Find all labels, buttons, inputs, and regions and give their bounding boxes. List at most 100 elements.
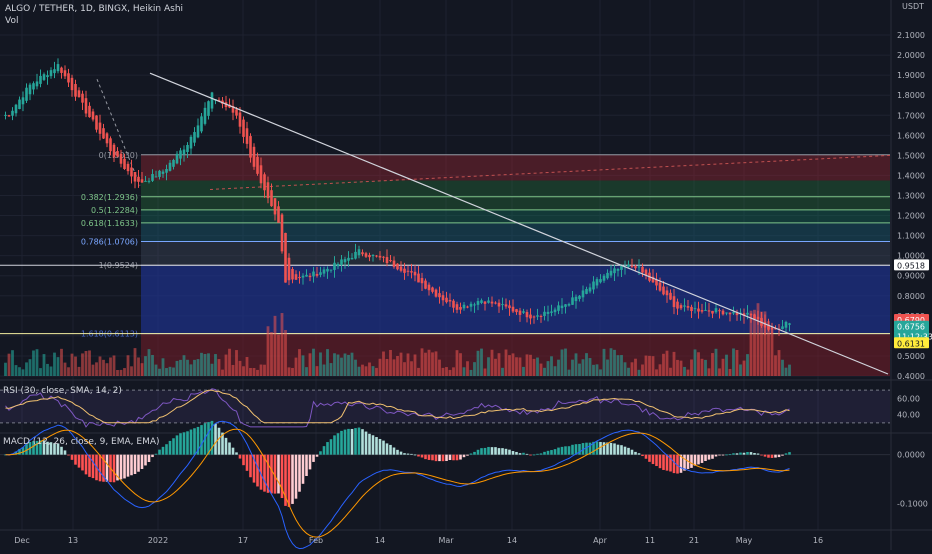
volume-bar-220: [770, 328, 774, 376]
volume-bar-202: [707, 368, 711, 376]
volume-bar-208: [728, 368, 732, 376]
x-tick-9: 11: [645, 536, 655, 545]
macd-hist-147: [515, 451, 518, 455]
macd-hist-218: [763, 454, 767, 457]
candle-body-108: [378, 255, 382, 258]
candle-body-152: [532, 316, 536, 318]
volume-bar-135: [473, 362, 476, 376]
macd-hist-192: [672, 454, 676, 474]
macd-hist-25: [88, 454, 91, 477]
candle-body-186: [651, 276, 655, 283]
macd-hist-171: [599, 441, 602, 455]
macd-hist-203: [711, 454, 714, 459]
macd-hist-24: [84, 454, 88, 475]
volume-bar-37: [130, 366, 133, 376]
volume-bar-133: [466, 361, 469, 376]
volume-bar-56: [196, 359, 200, 376]
macd-hist-100: [350, 428, 354, 455]
candle-body-209: [732, 312, 735, 314]
price-tick-2: 1.9000: [897, 71, 925, 80]
macd-label[interactable]: MACD (12, 26, close, 9, EMA, EMA): [3, 437, 160, 447]
volume-bar-38: [133, 348, 137, 376]
volume-bar-94: [329, 363, 333, 376]
candle-body-137: [480, 300, 483, 303]
candle-body-117: [410, 271, 413, 273]
candle-body-96: [336, 263, 340, 267]
volume-bar-15: [53, 352, 56, 376]
volume-bar-61: [214, 354, 217, 376]
volume-bar-127: [445, 367, 448, 376]
candle-body-147: [515, 309, 518, 313]
price-tag-open: 0.6790: [897, 316, 925, 325]
symbol-title[interactable]: ALGO / TETHER, 1D, BINGX, Heikin Ashi: [5, 4, 184, 14]
macd-hist-18: [63, 450, 67, 455]
volume-bar-158: [553, 366, 557, 376]
macd-hist-28: [98, 454, 102, 482]
macd-hist-7: [25, 444, 28, 455]
volume-bar-76: [266, 326, 270, 376]
candle-body-130: [455, 304, 459, 310]
volume-bar-187: [655, 369, 658, 376]
macd-hist-66: [231, 447, 235, 455]
macd-hist-130: [455, 454, 459, 461]
macd-hist-112: [392, 447, 396, 455]
volume-bar-149: [522, 366, 525, 376]
candle-body-39: [137, 176, 140, 182]
candle-body-159: [557, 305, 560, 311]
candle-body-189: [662, 286, 665, 295]
candle-body-151: [529, 314, 532, 319]
candles: [4, 58, 791, 336]
candle-body-146: [511, 306, 515, 312]
macd-hist-142: [497, 448, 501, 455]
candle-body-79: [277, 206, 280, 223]
candle-body-155: [543, 311, 546, 317]
candle-body-164: [574, 296, 578, 302]
candle-body-100: [350, 257, 354, 260]
volume-bar-120: [420, 348, 424, 376]
volume-bar-203: [711, 353, 714, 376]
volume-bar-117: [410, 361, 413, 376]
rsi-tick-0: 60.00: [897, 394, 920, 403]
macd-hist-190: [665, 454, 669, 471]
volume-bar-8: [28, 359, 32, 376]
macd-hist-187: [655, 454, 658, 467]
macd-hist-37: [130, 454, 133, 476]
volume-bar-205: [718, 368, 721, 376]
candle-body-177: [620, 264, 623, 270]
volume-bar-57: [200, 352, 203, 376]
macd-hist-113: [396, 449, 399, 455]
macd-hist-92: [322, 446, 326, 455]
volume-bar-46: [161, 358, 165, 376]
candle-body-88: [308, 275, 312, 278]
macd-hist-10: [35, 440, 39, 455]
volume-bar-27: [95, 362, 98, 376]
candle-body-24: [84, 98, 88, 114]
price-tick-0: 2.1000: [897, 31, 925, 40]
macd-hist-34: [119, 454, 123, 480]
macd-hist-215: [753, 453, 756, 455]
macd-hist-61: [214, 423, 217, 455]
candle-body-107: [375, 255, 378, 257]
macd-hist-201: [704, 454, 707, 461]
macd-hist-202: [707, 454, 711, 460]
fib-anchor-1: [96, 78, 141, 186]
candle-body-140: [490, 301, 494, 304]
rsi-label[interactable]: RSI (30, close, SMA, 14, 2): [3, 386, 122, 396]
macd-hist-160: [560, 446, 564, 455]
candle-body-191: [669, 292, 672, 300]
candle-body-192: [672, 296, 676, 308]
candle-body-139: [487, 300, 490, 303]
volume-bar-7: [25, 362, 28, 376]
volume-bar-62: [217, 359, 221, 376]
candle-body-128: [448, 299, 452, 302]
volume-bar-211: [739, 364, 742, 376]
candle-body-138: [483, 301, 487, 304]
volume-bar-167: [585, 353, 588, 376]
macd-hist-135: [473, 451, 476, 455]
candle-body-105: [368, 255, 371, 258]
macd-hist-209: [732, 453, 735, 455]
macd-hist-169: [592, 441, 595, 455]
candle-body-141: [494, 302, 497, 304]
candle-body-3: [11, 110, 14, 116]
